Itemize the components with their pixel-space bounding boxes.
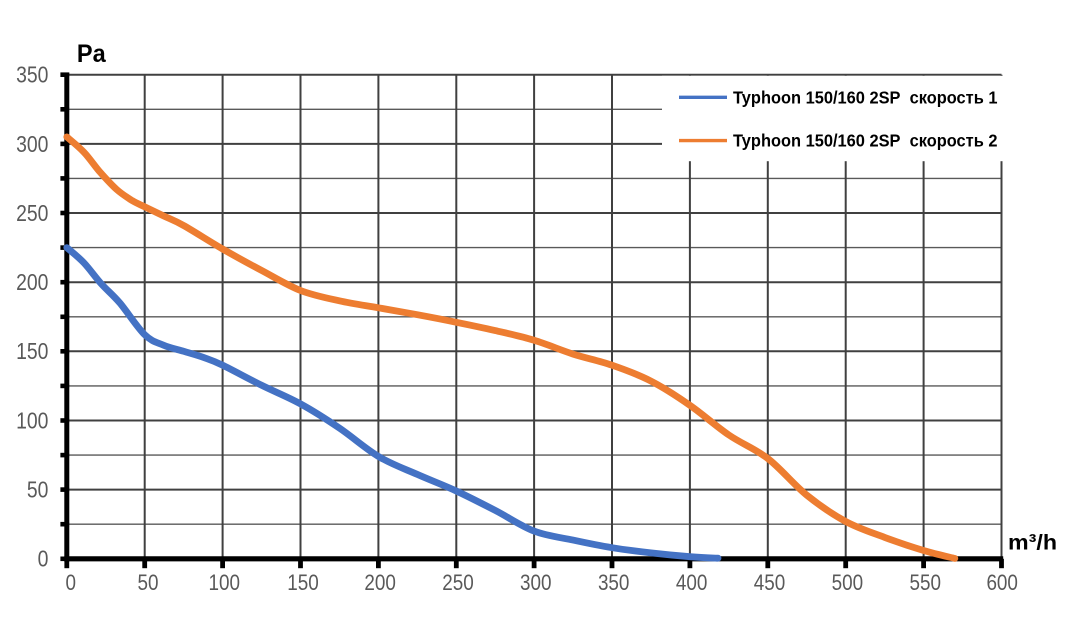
svg-text:300: 300: [520, 570, 552, 595]
svg-text:0: 0: [66, 570, 77, 595]
svg-text:Typhoon 150/160 2SP скорость: Typhoon 150/160 2SP скорость 1: [733, 87, 998, 107]
svg-text:m³/h: m³/h: [1008, 530, 1057, 554]
svg-text:150: 150: [287, 570, 319, 595]
svg-text:350: 350: [598, 570, 630, 595]
svg-text:50: 50: [27, 477, 49, 503]
svg-text:300: 300: [16, 131, 48, 157]
svg-text:600: 600: [986, 570, 1018, 595]
svg-text:550: 550: [910, 570, 942, 595]
svg-text:400: 400: [676, 570, 708, 595]
svg-text:Pa: Pa: [77, 41, 106, 68]
svg-text:250: 250: [442, 570, 474, 595]
svg-text:450: 450: [754, 570, 786, 595]
svg-text:50: 50: [138, 570, 159, 595]
svg-text:100: 100: [16, 407, 48, 433]
svg-text:150: 150: [16, 338, 48, 364]
svg-text:200: 200: [16, 269, 48, 295]
svg-text:250: 250: [16, 200, 48, 226]
svg-text:200: 200: [364, 570, 396, 595]
svg-text:100: 100: [209, 570, 241, 595]
svg-text:350: 350: [16, 62, 48, 88]
svg-text:500: 500: [832, 570, 864, 595]
svg-text:0: 0: [38, 546, 49, 572]
svg-text:Typhoon 150/160 2SP скорость: Typhoon 150/160 2SP скорость 2: [733, 131, 998, 151]
